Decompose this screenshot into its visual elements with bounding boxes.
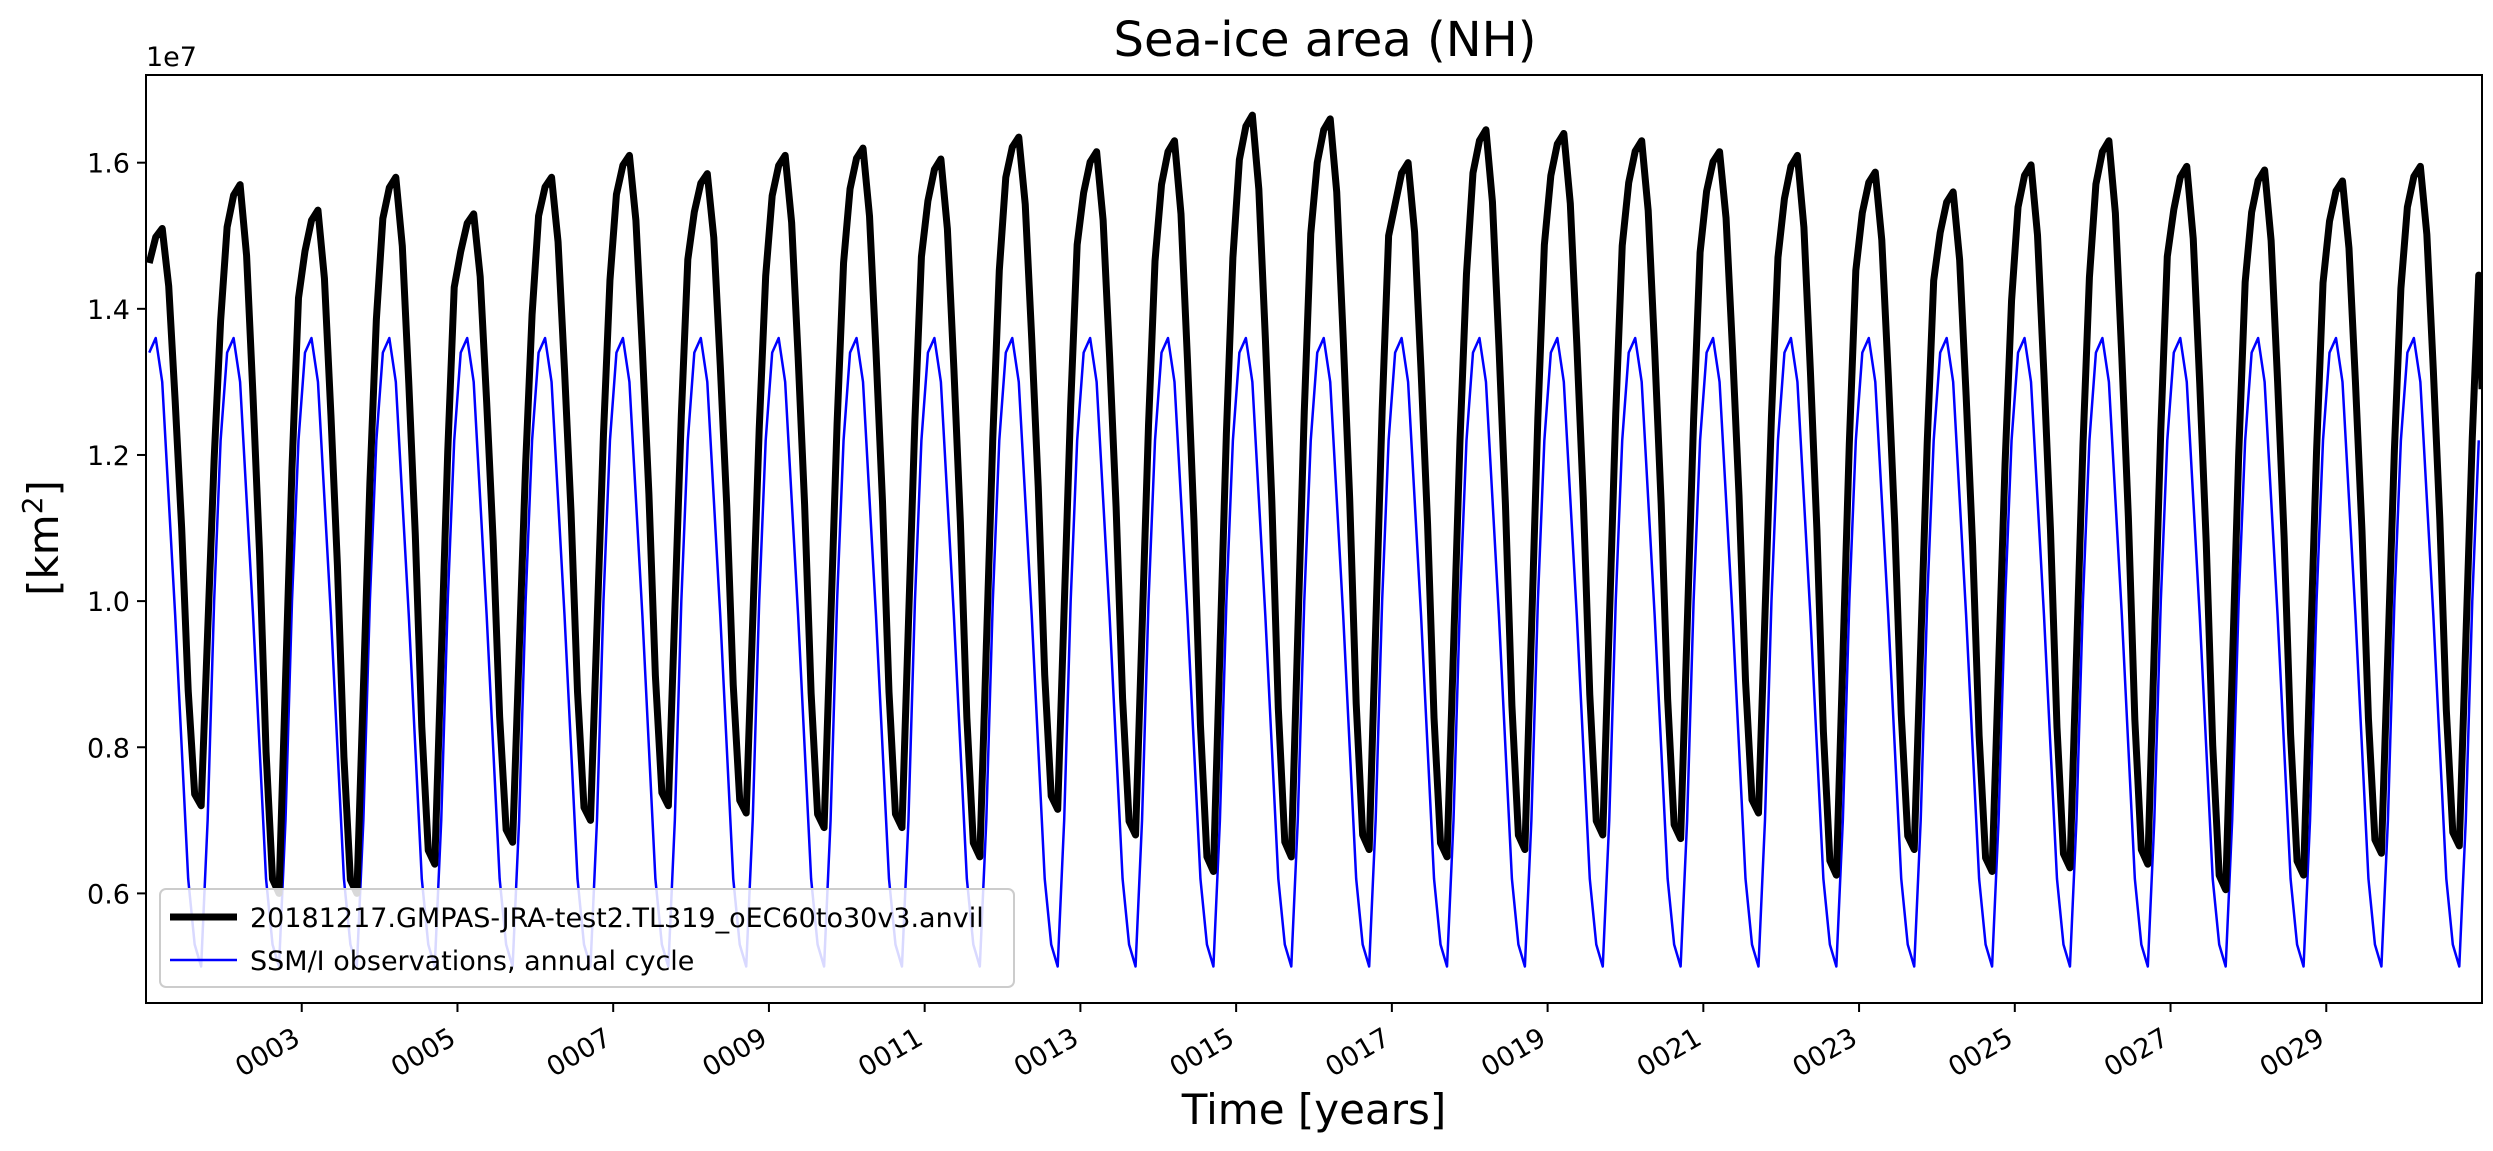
y-axis: 0.6 0.8 1.0 1.2 1.4 1.6 bbox=[87, 149, 146, 910]
x-tick-label: 0025 bbox=[1943, 1022, 2018, 1083]
legend-label-observations: SSM/I observations, annual cycle bbox=[250, 946, 694, 977]
x-tick-label: 0023 bbox=[1788, 1022, 1863, 1083]
series-line-observations bbox=[148, 336, 2481, 968]
y-tick-label: 1.4 bbox=[87, 295, 130, 326]
chart-title: Sea-ice area (NH) bbox=[1114, 12, 1537, 68]
y-tick-label: 1.2 bbox=[87, 441, 130, 472]
x-tick-label: 0029 bbox=[2255, 1022, 2330, 1083]
y-tick-label: 0.8 bbox=[87, 733, 130, 764]
legend: 20181217.GMPAS-JRA-test2.TL319_oEC60to30… bbox=[159, 888, 1015, 988]
x-tick-label: 0017 bbox=[1320, 1022, 1395, 1083]
y-tick-label: 0.6 bbox=[87, 879, 130, 910]
series-line-model bbox=[146, 111, 2482, 897]
x-tick-label: 0003 bbox=[230, 1022, 305, 1083]
y-tick-label: 1.6 bbox=[87, 149, 130, 180]
x-tick-label: 0015 bbox=[1165, 1022, 1240, 1083]
x-tick-label: 0011 bbox=[853, 1022, 928, 1083]
x-axis-label: Time [years] bbox=[1181, 1085, 1447, 1134]
x-tick-label: 0027 bbox=[2099, 1022, 2174, 1083]
x-tick-label: 0021 bbox=[1632, 1022, 1707, 1083]
legend-label-model: 20181217.GMPAS-JRA-test2.TL319_oEC60to30… bbox=[250, 903, 984, 934]
y-tick-label: 1.0 bbox=[87, 587, 130, 618]
y-axis-label: [km2] bbox=[16, 480, 68, 596]
x-tick-label: 0019 bbox=[1476, 1022, 1551, 1083]
plot-frame bbox=[145, 74, 2483, 1004]
x-axis: 0003 0005 0007 0009 0011 0013 0015 0017 0019 0021… bbox=[230, 1003, 2330, 1083]
x-tick-label: 0007 bbox=[542, 1022, 617, 1083]
legend-box bbox=[159, 888, 1015, 988]
x-tick-label: 0009 bbox=[697, 1022, 772, 1083]
x-tick-label: 0013 bbox=[1009, 1022, 1084, 1083]
y-offset-label: 1e7 bbox=[146, 42, 197, 73]
x-tick-label: 0005 bbox=[386, 1022, 461, 1083]
series-layer bbox=[146, 111, 2482, 968]
